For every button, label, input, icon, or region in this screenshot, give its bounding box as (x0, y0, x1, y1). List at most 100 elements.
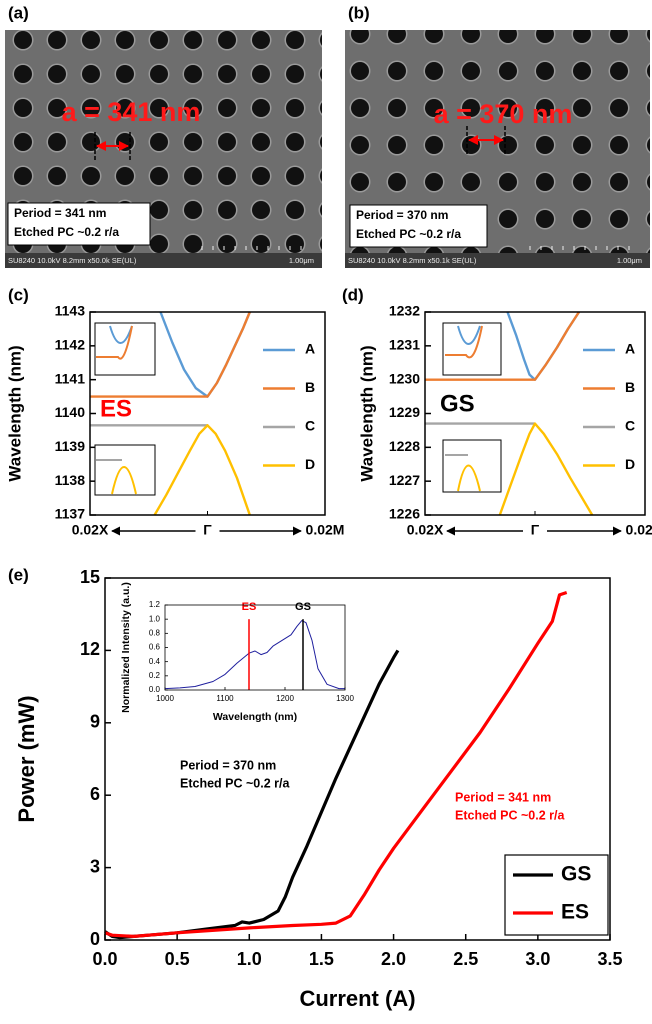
hole (351, 62, 369, 80)
hole (499, 30, 517, 43)
hole (14, 65, 32, 83)
legend-label: GS (561, 863, 591, 886)
panel-label: (d) (342, 285, 364, 304)
peak-label: GS (295, 601, 311, 613)
y-tick-label: 1228 (389, 438, 420, 454)
hole (218, 269, 236, 287)
hole (252, 269, 270, 287)
hole (499, 210, 517, 228)
hole (286, 269, 304, 287)
legend-label: B (625, 379, 635, 395)
y-axis-label: Power (mW) (14, 695, 39, 822)
hole (425, 30, 443, 43)
hole (286, 235, 304, 253)
y-axis-label: Normalized Intensity (a.u.) (120, 582, 132, 713)
series-line (164, 620, 345, 690)
hole (48, 31, 66, 49)
legend-label: A (625, 341, 635, 357)
hole (286, 99, 304, 117)
legend-label: C (305, 418, 315, 434)
y-tick-label: 1.2 (149, 600, 161, 609)
series-line (159, 311, 251, 398)
series-line (498, 422, 594, 516)
hole (116, 65, 134, 83)
hole (647, 64, 650, 78)
hole (425, 284, 443, 302)
chart: (c) 1137 1138 1139 1140 1141 1142 1143 0.02X Γ 0.0… (5, 285, 344, 537)
hole (462, 99, 480, 117)
caption-line: Period = 341 nm (14, 206, 106, 220)
hole (320, 136, 322, 148)
hole (610, 284, 628, 302)
hole (150, 235, 168, 253)
hole (647, 101, 650, 115)
x-tick-label: 0.0 (92, 949, 117, 969)
hole (320, 170, 322, 182)
caption-line: Etched PC ~0.2 r/a (356, 227, 461, 241)
hole (462, 30, 480, 43)
x-tick-label: Γ (531, 522, 540, 538)
scale-bar-label: 1.00μm (617, 256, 642, 265)
hole (499, 173, 517, 191)
y-tick-label: 1229 (389, 404, 420, 420)
y-tick-label: 0 (90, 929, 100, 949)
hole-rim (535, 283, 556, 304)
plot-frame (89, 311, 326, 516)
x-tick-label: 2.5 (453, 949, 478, 969)
plot-frame (424, 311, 646, 516)
hole (116, 31, 134, 49)
y-tick-label: 1138 (55, 472, 86, 488)
y-tick-label: 1232 (389, 303, 420, 319)
hole (218, 201, 236, 219)
hole (388, 30, 406, 43)
hole (499, 62, 517, 80)
lattice-label: a = 370 nm (434, 99, 573, 129)
inset-sketch (94, 322, 502, 496)
sem-footer: SU8240 10.0kV 8.2mm x50.1k SE(UL) (348, 256, 477, 265)
y-tick-label: 1139 (55, 438, 86, 454)
hole (14, 167, 32, 185)
hole (388, 284, 406, 302)
x-tick-label: 1.0 (237, 949, 262, 969)
hole (252, 65, 270, 83)
hole (184, 133, 202, 151)
y-tick-label: 0.8 (149, 628, 161, 637)
hole (610, 30, 628, 43)
series-line (153, 424, 251, 516)
lattice-label: a = 341 nm (62, 97, 201, 127)
hole (320, 204, 322, 216)
hole (320, 102, 322, 114)
hole (647, 212, 650, 226)
x-axis-label: Current (A) (299, 986, 415, 1011)
hole (499, 284, 517, 302)
legend-label: D (305, 456, 315, 472)
x-tick-label: 0.02X (407, 522, 444, 538)
hole (573, 136, 591, 154)
annotation: Etched PC ~0.2 r/a (180, 776, 290, 790)
hole-rim (53, 267, 61, 268)
hole (320, 238, 322, 250)
hole (573, 284, 591, 302)
y-tick-label: 1231 (389, 337, 420, 353)
hole (150, 269, 168, 287)
x-tick-label: 1100 (216, 694, 234, 703)
hole (184, 201, 202, 219)
hole (218, 133, 236, 151)
inset-background (115, 599, 355, 724)
hole (536, 99, 554, 117)
hole (573, 30, 591, 43)
y-tick-label: 1140 (55, 404, 86, 420)
hole (536, 62, 554, 80)
hole (647, 175, 650, 189)
hole (610, 173, 628, 191)
y-tick-label: 1143 (55, 303, 86, 319)
x-axis-label: Wavelength (nm) (213, 711, 297, 723)
hole (116, 269, 134, 287)
hole (48, 269, 66, 287)
hole (252, 99, 270, 117)
legend-label: D (625, 456, 635, 472)
hole (425, 62, 443, 80)
hole (14, 133, 32, 151)
annotation: Period = 370 nm (180, 758, 276, 772)
